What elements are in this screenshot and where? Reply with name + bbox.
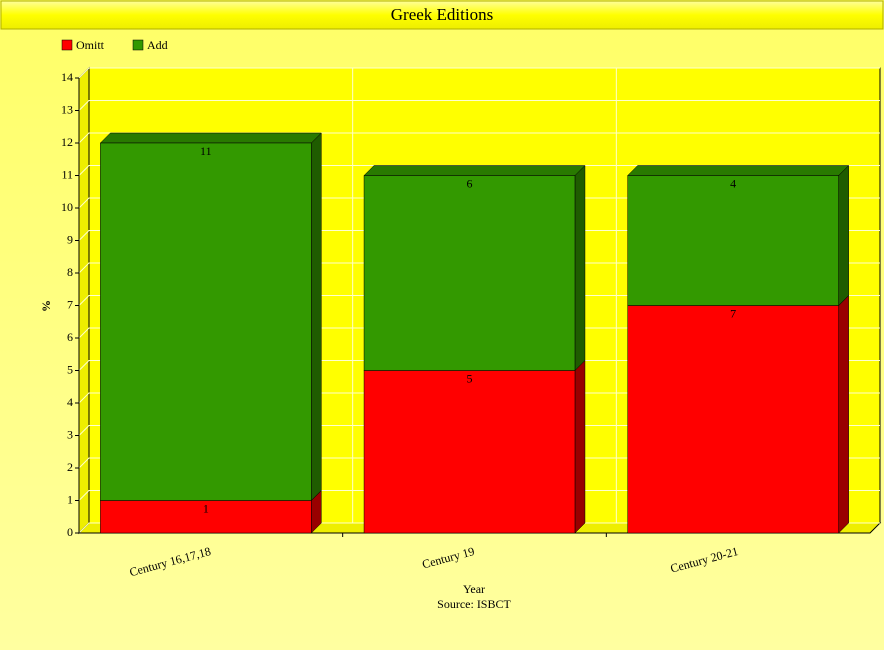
- y-tick-label: 4: [67, 395, 73, 409]
- y-tick-label: 0: [67, 525, 73, 539]
- y-tick-label: 7: [67, 297, 73, 311]
- bar-side: [311, 132, 322, 502]
- bar-front: [627, 175, 839, 306]
- legend-swatch: [61, 39, 73, 51]
- value-label: 11: [200, 144, 212, 158]
- bar-top: [363, 165, 586, 176]
- bar-front: [100, 500, 312, 534]
- bar-front: [363, 370, 576, 534]
- chart-title: Greek Editions: [391, 5, 493, 24]
- bar-front: [100, 142, 312, 501]
- bar-segment: [363, 359, 586, 534]
- y-tick-label: 3: [67, 427, 73, 441]
- y-tick-label: 13: [61, 102, 73, 116]
- bar-top: [99, 132, 322, 144]
- value-label: 4: [730, 176, 736, 190]
- y-tick-label: 2: [67, 460, 73, 474]
- bar-side: [574, 164, 586, 372]
- value-label: 5: [467, 371, 473, 385]
- bar-segment: [363, 164, 586, 372]
- bar-side: [574, 359, 586, 534]
- y-tick-label: 8: [67, 265, 73, 279]
- y-tick-label: 14: [61, 70, 73, 84]
- y-tick-label: 11: [61, 167, 73, 181]
- y-tick-label: 10: [61, 200, 73, 214]
- bar-top: [627, 165, 850, 176]
- bar-segment: [627, 164, 850, 307]
- legend-label: Add: [147, 38, 168, 52]
- x-axis-label: Year: [463, 582, 485, 596]
- value-label: 1: [203, 501, 209, 515]
- y-tick-label: 9: [67, 232, 73, 246]
- bar-front: [363, 175, 576, 371]
- value-label: 6: [467, 176, 473, 190]
- bar-segment: [99, 132, 322, 502]
- bar-side: [838, 164, 849, 307]
- legend-swatch: [132, 39, 144, 51]
- title-bar: [0, 0, 884, 30]
- subtitle: Source: ISBCT: [437, 597, 511, 611]
- bar-segment: [627, 294, 850, 534]
- y-tick-label: 1: [67, 492, 73, 506]
- y-axis-label: %: [39, 300, 53, 312]
- legend-label: Omitt: [76, 38, 105, 52]
- bar-front: [627, 305, 839, 534]
- bar-side: [838, 294, 849, 534]
- y-tick-label: 5: [67, 362, 73, 376]
- value-label: 7: [730, 306, 736, 320]
- y-tick-label: 6: [67, 330, 73, 344]
- y-tick-label: 12: [61, 135, 73, 149]
